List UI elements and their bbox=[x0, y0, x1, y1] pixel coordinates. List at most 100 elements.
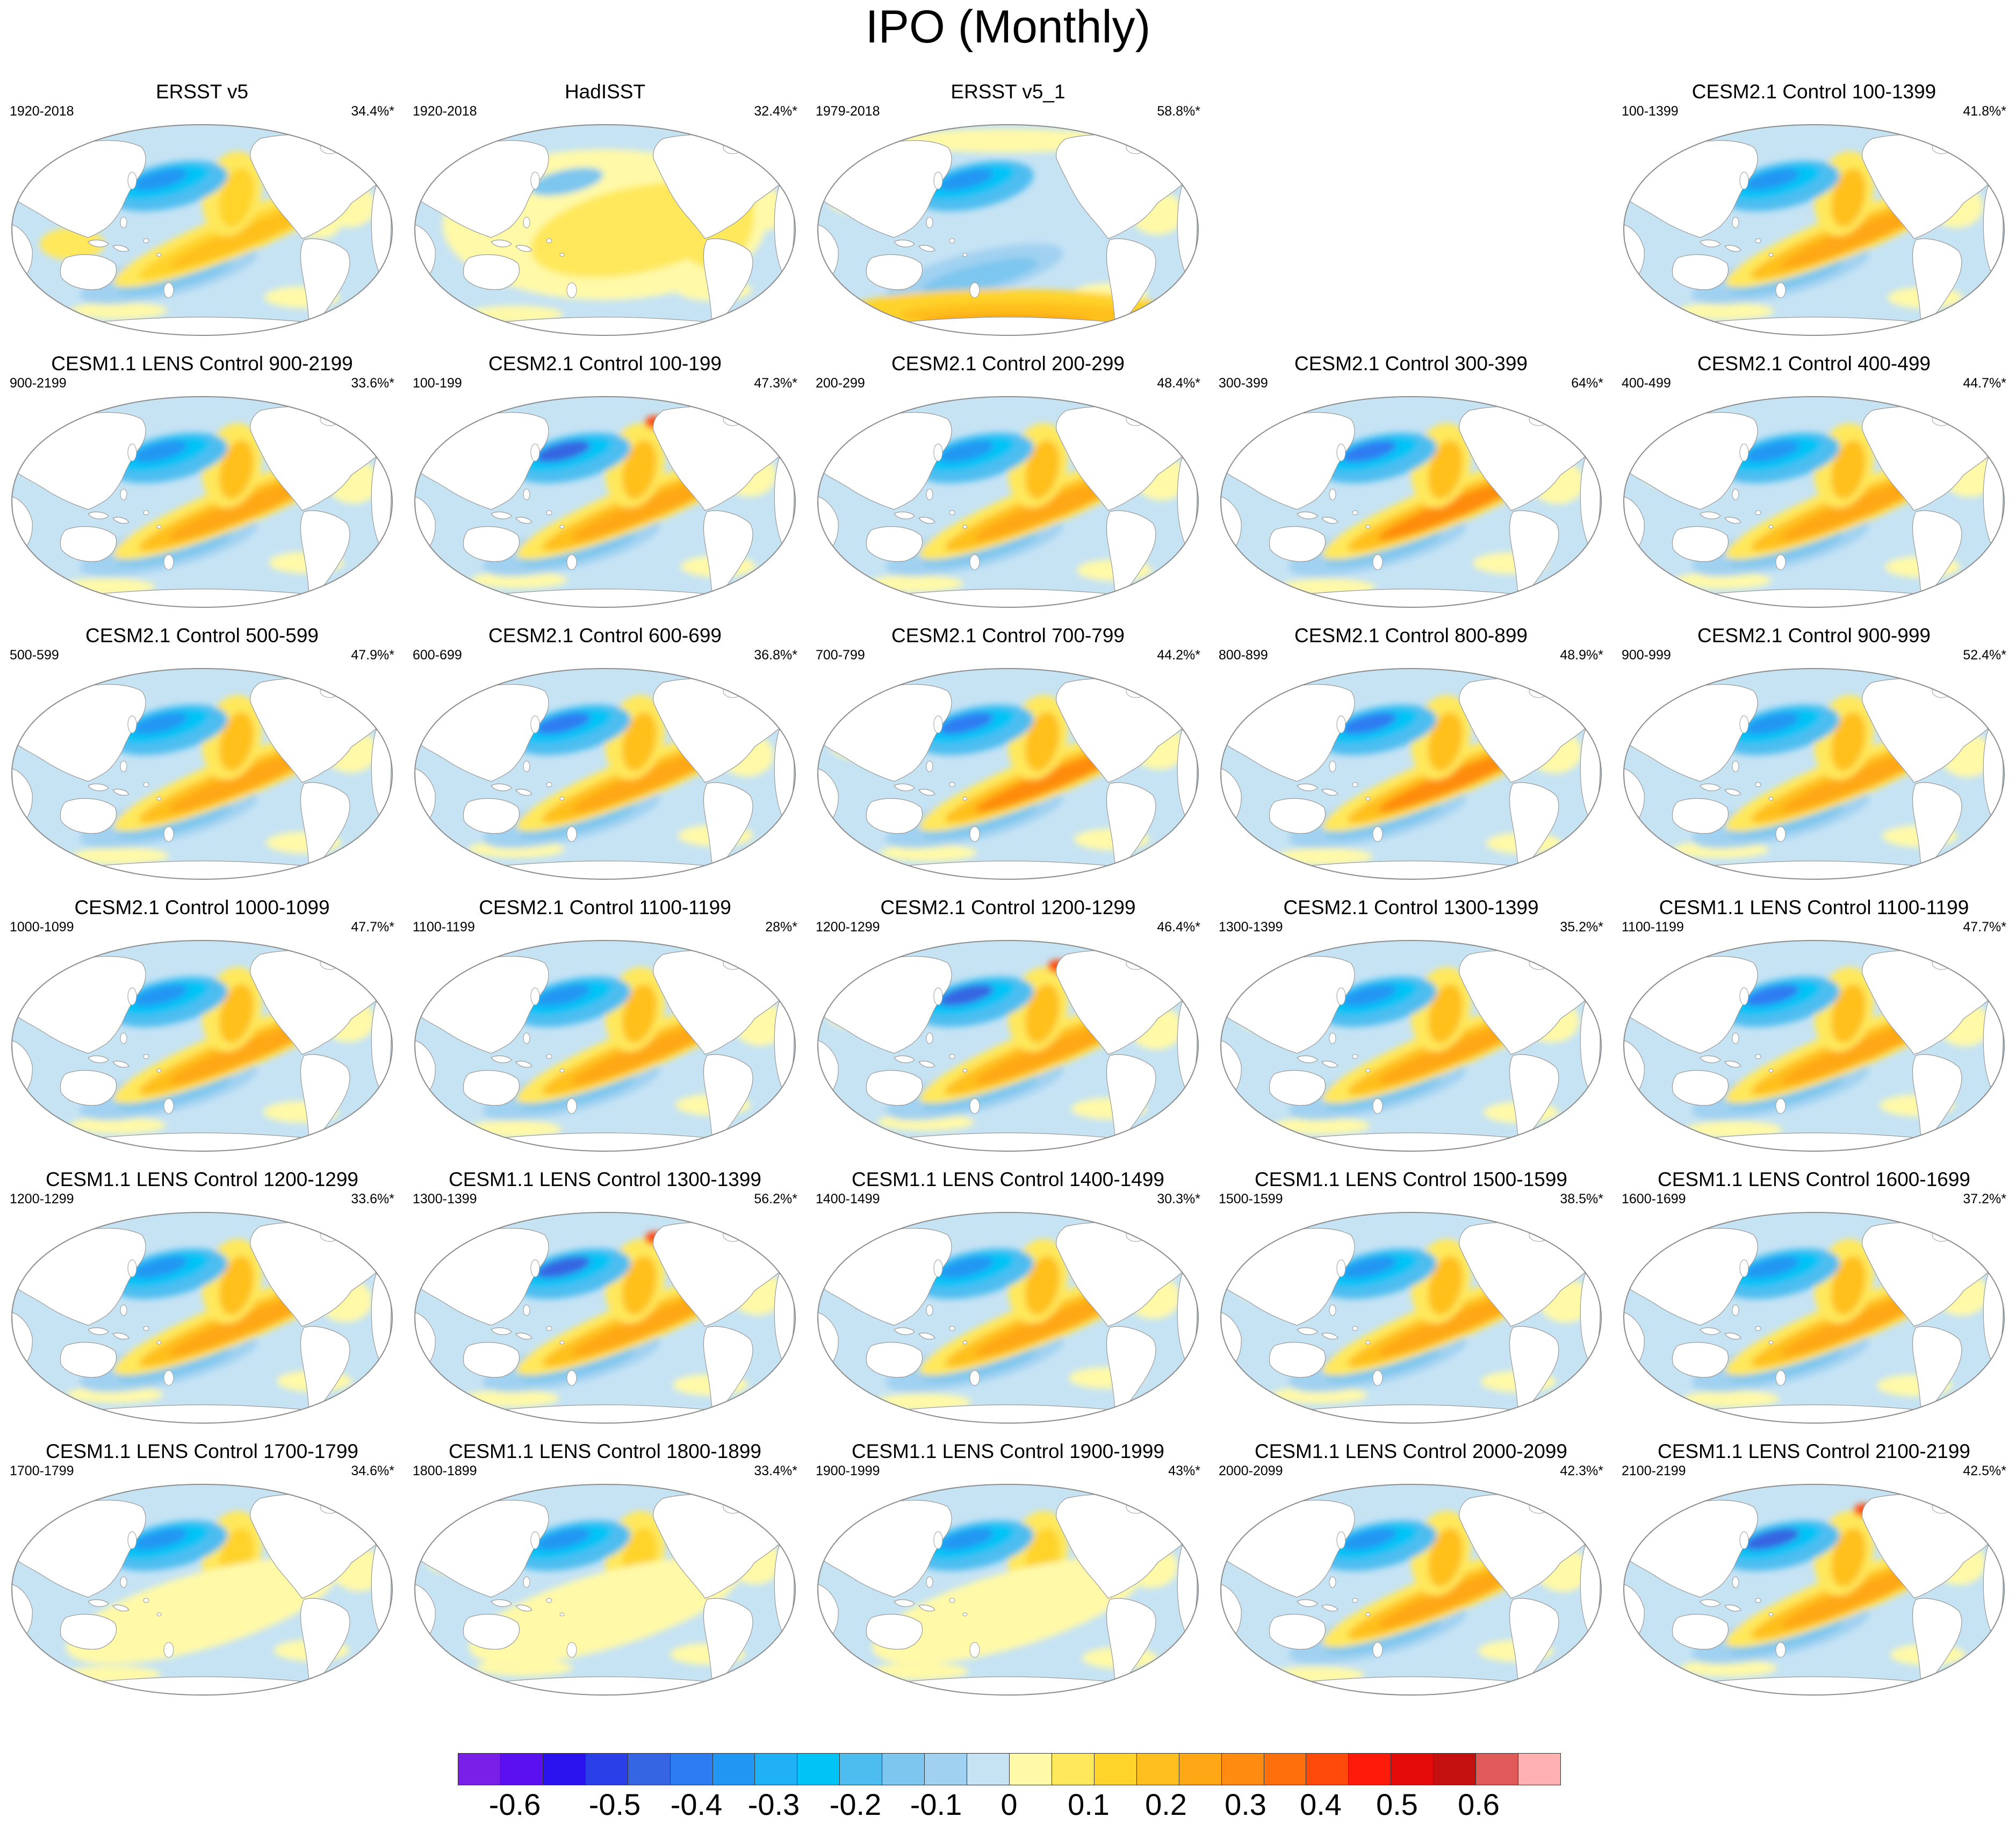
island bbox=[969, 826, 980, 842]
island bbox=[523, 1032, 530, 1044]
warm-coastal-arc bbox=[1428, 712, 1463, 771]
land-mass bbox=[1724, 1332, 1741, 1340]
map-svg bbox=[11, 1211, 393, 1424]
land-mass bbox=[60, 526, 117, 562]
island bbox=[566, 1642, 577, 1658]
island bbox=[1352, 1598, 1358, 1603]
warm-coastal-arc bbox=[1025, 440, 1060, 499]
warm-equatorial-tongue bbox=[1781, 1021, 1931, 1084]
weak-anomaly-patch bbox=[471, 571, 567, 588]
cool-north-pacific bbox=[536, 985, 591, 1006]
cool-north-pacific bbox=[536, 1256, 591, 1278]
robinson-map bbox=[1619, 389, 2008, 615]
regional-anomaly bbox=[66, 1558, 336, 1664]
map-panel: CESM1.1 LENS Control 1500-1599 1500-1599… bbox=[1212, 1167, 1610, 1440]
panel-title: CESM1.1 LENS Control 1600-1699 bbox=[1657, 1168, 1971, 1190]
land bbox=[12, 1222, 392, 1423]
sst-field bbox=[415, 125, 795, 335]
robinson-map bbox=[8, 1205, 397, 1431]
panel-title: CESM2.1 Control 1300-1399 bbox=[1283, 896, 1539, 918]
island bbox=[1365, 1340, 1371, 1345]
sst-field bbox=[1624, 1484, 2004, 1695]
island bbox=[949, 238, 955, 243]
warm-equatorial-tongue bbox=[169, 749, 319, 812]
map-svg bbox=[1623, 939, 2005, 1152]
land-mass bbox=[1509, 1326, 1559, 1412]
map-outline bbox=[1220, 396, 1602, 608]
land-mass bbox=[300, 1054, 350, 1140]
map-outline bbox=[1220, 939, 1602, 1152]
land-mass bbox=[918, 1060, 935, 1068]
weak-anomaly-patch bbox=[880, 844, 977, 861]
cool-north-pacific bbox=[1342, 441, 1396, 462]
island bbox=[523, 1304, 530, 1316]
land-mass bbox=[1509, 1598, 1559, 1684]
sst-field bbox=[1624, 940, 2004, 1151]
island bbox=[320, 684, 340, 698]
robinson-map bbox=[411, 661, 800, 887]
map-panel: CESM2.1 Control 100-1399 100-1399 41.8%* bbox=[1615, 80, 2013, 353]
warm-coastal-arc bbox=[1831, 168, 1866, 227]
map-svg bbox=[817, 124, 1199, 336]
map-svg bbox=[414, 1483, 796, 1696]
island bbox=[1768, 1068, 1774, 1073]
panel-variance-percent: 30.3%* bbox=[1157, 1191, 1200, 1207]
island bbox=[1755, 782, 1761, 787]
robinson-map bbox=[1619, 1205, 2008, 1431]
island bbox=[1126, 412, 1146, 426]
island bbox=[723, 140, 743, 154]
island bbox=[143, 1326, 149, 1331]
map-outline bbox=[1623, 1483, 2005, 1696]
island bbox=[156, 525, 162, 529]
panel-title: CESM1.1 LENS Control 2000-2099 bbox=[1254, 1440, 1568, 1462]
panel-title: CESM2.1 Control 600-699 bbox=[488, 624, 722, 647]
panel-title: ERSST v5 bbox=[155, 81, 249, 103]
panel-variance-percent: 32.4%* bbox=[754, 104, 797, 119]
island bbox=[1739, 1531, 1749, 1549]
cool-north-pacific bbox=[133, 1256, 188, 1278]
map-outline bbox=[817, 124, 1199, 336]
panel-period: 1400-1499 bbox=[816, 1191, 880, 1207]
cool-north-pacific bbox=[133, 713, 188, 734]
land-mass bbox=[1672, 1342, 1729, 1378]
panel-title: CESM1.1 LENS Control 1500-1599 bbox=[1254, 1168, 1568, 1190]
island bbox=[559, 1068, 565, 1073]
panel-title: CESM2.1 Control 1100-1199 bbox=[479, 896, 731, 918]
island bbox=[546, 510, 552, 515]
map-panel: CESM1.1 LENS Control 1400-1499 1400-1499… bbox=[809, 1167, 1207, 1440]
island bbox=[156, 796, 162, 801]
island bbox=[1529, 1500, 1549, 1514]
sst-field bbox=[818, 125, 1198, 335]
warm-coastal-arc bbox=[1428, 1528, 1463, 1587]
island bbox=[969, 282, 980, 298]
land-mass bbox=[1297, 1599, 1318, 1607]
island bbox=[546, 1598, 552, 1603]
panel-variance-percent: 43%* bbox=[1168, 1463, 1200, 1478]
colorbar-tick-label: 0.5 bbox=[1376, 1787, 1418, 1821]
island bbox=[530, 715, 540, 734]
robinson-map bbox=[411, 1205, 800, 1431]
island bbox=[1739, 1259, 1749, 1277]
island bbox=[1732, 1576, 1739, 1588]
land-mass bbox=[1297, 783, 1318, 792]
land-mass bbox=[1672, 798, 1729, 834]
land-mass bbox=[112, 788, 129, 796]
map-outline bbox=[414, 396, 796, 608]
warm-equatorial-tongue bbox=[572, 1021, 722, 1084]
island bbox=[120, 1032, 127, 1044]
island bbox=[1372, 1642, 1383, 1658]
panel-title: CESM1.1 LENS Control 900-2199 bbox=[51, 353, 353, 375]
robinson-map bbox=[8, 1477, 397, 1703]
island bbox=[1775, 1098, 1786, 1114]
island bbox=[723, 412, 743, 426]
panel-title: CESM1.1 LENS Control 1400-1499 bbox=[851, 1168, 1165, 1190]
colorbar-tick-label: 0.1 bbox=[1068, 1787, 1110, 1821]
panel-variance-percent: 48.9%* bbox=[1560, 648, 1603, 663]
land-mass bbox=[300, 238, 350, 324]
island bbox=[163, 1098, 174, 1114]
island bbox=[320, 412, 340, 426]
sst-field bbox=[1221, 1484, 1601, 1695]
map-outline bbox=[1623, 124, 2005, 336]
warm-equatorial-tongue bbox=[169, 205, 319, 268]
map-svg bbox=[11, 1483, 393, 1696]
